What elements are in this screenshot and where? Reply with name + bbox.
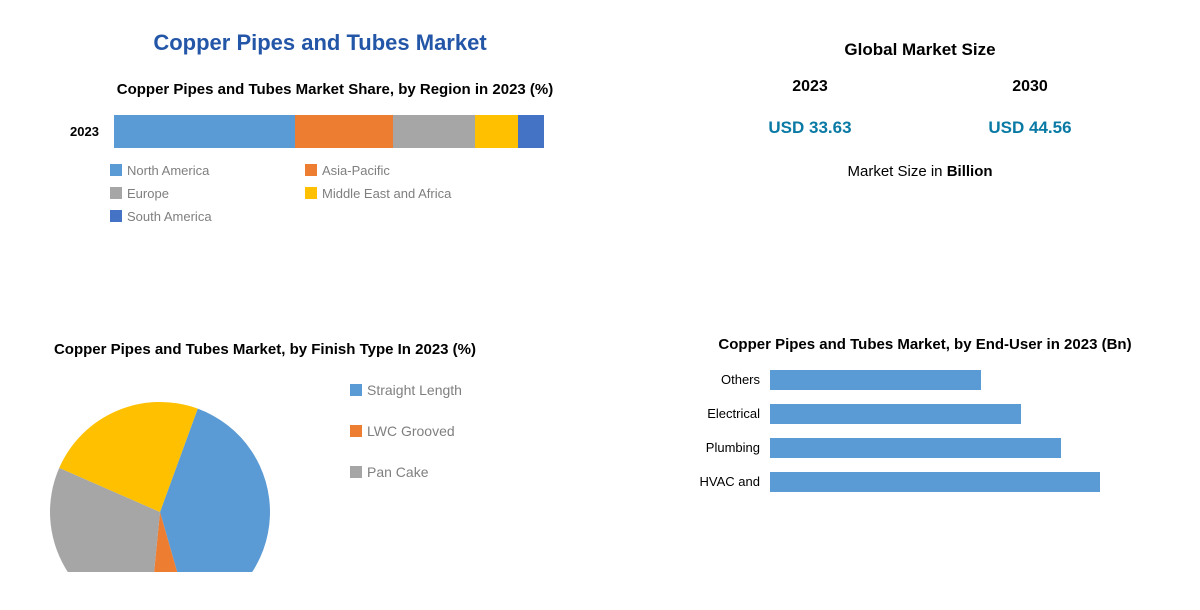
legend-label: North America [127,163,209,178]
hbar-row: Others [690,370,1160,390]
legend-swatch [305,187,317,199]
legend-swatch [110,187,122,199]
legend-item: LWC Grooved [350,423,520,439]
legend-swatch [110,164,122,176]
hbar-track [770,438,1140,458]
legend-item: Middle East and Africa [305,186,475,201]
legend-label: LWC Grooved [367,423,455,439]
hbar-track [770,472,1140,492]
hbar-label: Electrical [690,406,770,421]
hbar-row: HVAC and [690,472,1160,492]
legend-swatch [350,466,362,478]
market-size-value-2030: USD 44.56 [988,118,1071,138]
legend-swatch [350,425,362,437]
stacked-segment [393,115,475,148]
pie-svg-container [40,372,310,572]
market-size-panel: Global Market Size 2023 2030 USD 33.63 U… [630,10,1190,310]
legend-swatch [305,164,317,176]
pie-legend: Straight Length LWC Grooved Pan Cake [350,372,520,480]
stacked-segment [114,115,295,148]
page-title: Copper Pipes and Tubes Market [10,10,630,70]
legend-swatch [350,384,362,396]
stacked-bar-track [114,115,544,148]
legend-item: Asia-Pacific [305,163,475,178]
stacked-segment [518,115,544,148]
hbar-track [770,370,1140,390]
region-legend: North America Asia-Pacific Europe Middle Ea… [70,163,600,224]
hbar-fill [770,404,1021,424]
stacked-segment [295,115,394,148]
hbar-fill [770,472,1100,492]
market-size-year-2023: 2023 [792,78,828,96]
legend-item: Europe [110,186,280,201]
legend-label: Europe [127,186,169,201]
enduser-bar-chart: Copper Pipes and Tubes Market, by End-Us… [630,310,1190,610]
hbar-track [770,404,1140,424]
enduser-chart-title: Copper Pipes and Tubes Market, by End-Us… [690,335,1160,355]
hbar-label: Others [690,372,770,387]
market-size-title: Global Market Size [700,40,1140,60]
market-size-unit-prefix: Market Size in [847,163,946,180]
legend-label: Straight Length [367,382,462,398]
market-size-unit: Market Size in Billion [700,163,1140,180]
region-chart-title: Copper Pipes and Tubes Market Share, by … [70,80,600,100]
legend-swatch [110,210,122,222]
market-size-value-2023: USD 33.63 [768,118,851,138]
legend-label: South America [127,209,212,224]
enduser-bars-container: Others Electrical Plumbing HVAC and [690,370,1160,492]
hbar-fill [770,438,1061,458]
hbar-row: Plumbing [690,438,1160,458]
legend-label: Asia-Pacific [322,163,390,178]
legend-item: Straight Length [350,382,520,398]
stacked-segment [475,115,518,148]
region-share-chart: Copper Pipes and Tubes Market Share, by … [10,70,630,310]
legend-item: Pan Cake [350,464,520,480]
legend-label: Pan Cake [367,464,428,480]
hbar-label: Plumbing [690,440,770,455]
legend-item: South America [110,209,280,224]
pie-chart-title: Copper Pipes and Tubes Market, by Finish… [40,340,620,360]
hbar-row: Electrical [690,404,1160,424]
market-size-year-2030: 2030 [1012,78,1048,96]
legend-item: North America [110,163,280,178]
finish-type-pie-chart: Copper Pipes and Tubes Market, by Finish… [10,310,630,610]
pie-svg [40,372,310,572]
legend-label: Middle East and Africa [322,186,451,201]
hbar-fill [770,370,981,390]
region-year-label: 2023 [70,124,99,139]
market-size-unit-bold: Billion [947,163,993,180]
hbar-label: HVAC and [690,474,770,489]
